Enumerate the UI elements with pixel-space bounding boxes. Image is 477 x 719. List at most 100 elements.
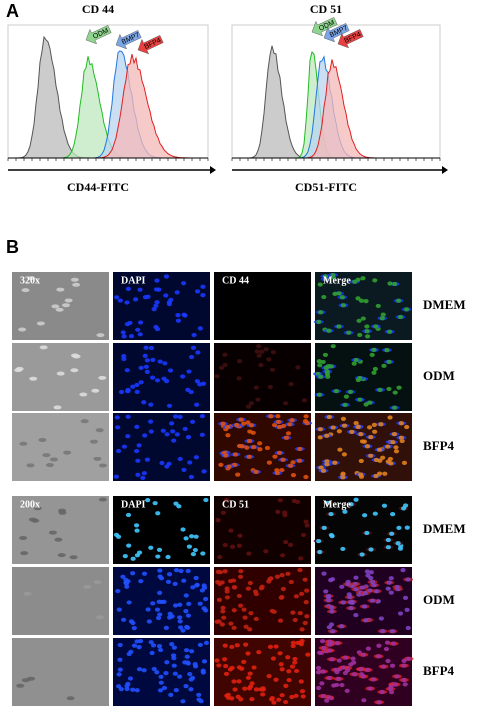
cell: [118, 389, 125, 395]
cell: [56, 287, 65, 292]
cell: [321, 294, 327, 300]
cell: [393, 445, 399, 450]
cell: [340, 665, 346, 670]
cell: [199, 588, 205, 593]
cell: [192, 662, 198, 667]
cell: [177, 414, 183, 420]
cell: [237, 533, 243, 538]
cell: [114, 415, 120, 420]
cell: [245, 404, 252, 409]
cell: [215, 569, 221, 574]
cell: [371, 422, 377, 427]
arrow-marker: ODM: [85, 25, 112, 45]
cell: [199, 432, 205, 437]
cell: [234, 422, 240, 428]
cell: [299, 689, 306, 694]
cell: [298, 591, 305, 596]
cell: [121, 354, 127, 359]
cell: [245, 586, 251, 591]
cell: [248, 611, 254, 616]
cell: [404, 525, 410, 530]
cell: [143, 345, 149, 350]
cell: [21, 288, 30, 293]
cell: [158, 680, 164, 685]
cell: [190, 552, 196, 557]
cell: [326, 625, 332, 630]
cell: [374, 589, 380, 594]
cell: [214, 658, 220, 663]
cell: [252, 589, 259, 594]
cell: [360, 316, 366, 321]
cell: [316, 538, 322, 544]
cell: [168, 692, 174, 698]
cell: [165, 554, 171, 560]
cell: [289, 694, 295, 700]
cell: [248, 401, 254, 406]
cell: [266, 460, 272, 465]
cell: [336, 429, 342, 434]
cell: [167, 368, 174, 373]
cell: [236, 359, 243, 364]
cell: [288, 579, 294, 585]
cell: [273, 644, 279, 649]
cell: [391, 432, 398, 437]
cell: [379, 689, 385, 695]
cell: [320, 468, 327, 473]
cell: [228, 621, 234, 626]
cell: [375, 303, 381, 309]
cell: [257, 447, 263, 452]
cell: [339, 584, 345, 589]
micrograph: [12, 567, 109, 635]
cell: [289, 664, 296, 669]
arrow-label: BFP4: [343, 31, 362, 45]
cell: [144, 457, 151, 462]
cell: [188, 474, 195, 480]
cell: [183, 536, 189, 541]
cell: [320, 693, 326, 699]
cell: [225, 425, 231, 430]
micrograph: [12, 272, 109, 340]
cell: [127, 676, 134, 681]
cell: [398, 435, 404, 440]
cell: [266, 674, 272, 679]
cell: [113, 474, 119, 479]
cell: [216, 597, 223, 602]
cell: [274, 468, 280, 473]
cell: [131, 626, 137, 631]
cell: [174, 290, 180, 295]
cell: [351, 672, 358, 677]
cell: [141, 400, 147, 405]
cell: [70, 368, 79, 373]
cell: [401, 677, 407, 683]
cell: [353, 575, 359, 580]
cell: [124, 686, 130, 692]
cell: [165, 579, 172, 584]
cell: [317, 363, 323, 368]
cell: [299, 627, 305, 632]
cell: [61, 303, 70, 308]
cell: [222, 542, 228, 548]
cell: [276, 424, 283, 430]
arrow-shape: [311, 17, 338, 37]
cell: [236, 679, 242, 684]
cell: [222, 569, 228, 574]
cell: [304, 614, 310, 619]
cell: [293, 594, 299, 599]
cell: [249, 681, 255, 686]
cell: [358, 474, 365, 479]
cell: [241, 659, 247, 664]
cell: [376, 447, 383, 452]
cell: [55, 307, 64, 312]
cell: [330, 272, 336, 278]
cell: [203, 640, 210, 645]
cell: [193, 455, 199, 460]
cell: [114, 295, 120, 300]
cell: [283, 435, 290, 440]
cell: [353, 421, 359, 426]
cell: [153, 303, 159, 308]
cell: [232, 452, 239, 457]
cell: [184, 654, 190, 659]
cell: [192, 547, 198, 553]
cell: [220, 510, 227, 515]
cell: [173, 687, 179, 693]
